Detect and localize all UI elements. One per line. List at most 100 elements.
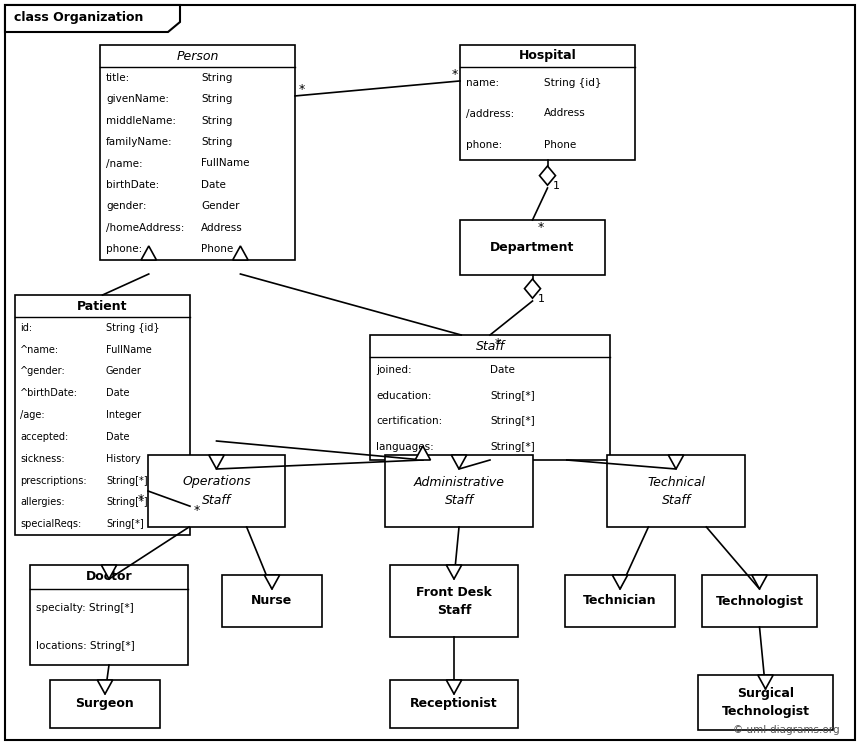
Text: sickness:: sickness: [20, 453, 64, 464]
Polygon shape [209, 455, 224, 469]
Text: *: * [452, 69, 458, 81]
Bar [565, 575, 675, 627]
Bar [702, 575, 817, 627]
Text: class Organization: class Organization [14, 11, 144, 25]
Text: Date: Date [106, 432, 130, 442]
Text: locations: String[*]: locations: String[*] [36, 641, 135, 651]
Text: History: History [106, 453, 141, 464]
Text: Administrative: Administrative [414, 476, 505, 489]
Text: Phone: Phone [544, 140, 576, 149]
Text: Person: Person [176, 49, 218, 63]
Text: FullName: FullName [106, 344, 151, 355]
Text: Sring[*]: Sring[*] [106, 519, 144, 529]
Bar [148, 455, 285, 527]
Text: accepted:: accepted: [20, 432, 68, 442]
Text: *: * [138, 492, 144, 506]
Text: ^birthDate:: ^birthDate: [20, 388, 78, 398]
Polygon shape [415, 446, 431, 460]
Text: middleName:: middleName: [106, 116, 176, 125]
Bar [370, 335, 610, 460]
Text: Technician: Technician [583, 595, 657, 607]
Text: Address: Address [201, 223, 243, 233]
Text: /address:: /address: [466, 108, 514, 119]
Text: Nurse: Nurse [251, 595, 292, 607]
Text: education:: education: [376, 391, 432, 400]
Polygon shape [452, 455, 467, 469]
Text: String: String [201, 116, 233, 125]
Text: String[*]: String[*] [490, 416, 535, 427]
Bar [385, 455, 533, 527]
Text: Operations: Operations [182, 476, 251, 489]
Text: joined:: joined: [376, 365, 412, 375]
Text: *: * [194, 503, 200, 517]
Text: Staff: Staff [202, 494, 231, 506]
Polygon shape [141, 246, 157, 260]
Text: Doctor: Doctor [86, 571, 132, 583]
Text: name:: name: [466, 78, 499, 87]
Text: prescriptions:: prescriptions: [20, 476, 87, 486]
Bar [390, 565, 518, 637]
Text: String[*]: String[*] [490, 391, 535, 400]
Text: Surgical: Surgical [737, 687, 794, 700]
Polygon shape [446, 565, 462, 579]
Polygon shape [539, 166, 556, 185]
Text: Hospital: Hospital [519, 49, 576, 63]
Bar [50, 680, 160, 728]
Text: Technologist: Technologist [722, 705, 809, 718]
Text: ^gender:: ^gender: [20, 367, 65, 376]
Text: Receptionist: Receptionist [410, 698, 498, 710]
Polygon shape [668, 455, 684, 469]
Bar [607, 455, 745, 527]
Text: *: * [299, 84, 305, 96]
Text: /name:: /name: [106, 158, 143, 169]
Text: String[*]: String[*] [106, 476, 148, 486]
Text: FullName: FullName [201, 158, 250, 169]
Text: Patient: Patient [77, 300, 128, 312]
Text: String[*]: String[*] [106, 498, 148, 507]
Polygon shape [101, 565, 117, 579]
Text: *: * [495, 336, 501, 350]
Polygon shape [752, 575, 767, 589]
Text: Phone: Phone [201, 244, 234, 254]
Polygon shape [233, 246, 248, 260]
Text: Surgeon: Surgeon [76, 698, 134, 710]
Text: id:: id: [20, 323, 32, 333]
Text: String: String [201, 94, 233, 104]
Text: Gender: Gender [106, 367, 142, 376]
Text: String: String [201, 137, 233, 147]
Bar [222, 575, 322, 627]
Text: familyName:: familyName: [106, 137, 173, 147]
Text: givenName:: givenName: [106, 94, 169, 104]
Text: Gender: Gender [201, 202, 240, 211]
Text: String {id}: String {id} [544, 78, 601, 87]
Text: certification:: certification: [376, 416, 442, 427]
Text: /homeAddress:: /homeAddress: [106, 223, 184, 233]
Text: Staff: Staff [476, 339, 505, 353]
Polygon shape [758, 675, 773, 689]
Text: Date: Date [106, 388, 130, 398]
Text: String {id}: String {id} [106, 323, 160, 333]
Bar [460, 45, 635, 160]
Text: *: * [538, 222, 544, 235]
Text: phone:: phone: [466, 140, 502, 149]
Polygon shape [97, 680, 113, 694]
Text: 1: 1 [538, 294, 544, 304]
Text: phone:: phone: [106, 244, 142, 254]
Text: languages:: languages: [376, 442, 433, 452]
Bar [390, 680, 518, 728]
Text: Department: Department [490, 241, 574, 254]
Text: title:: title: [106, 72, 130, 83]
Text: Staff: Staff [445, 494, 474, 506]
Bar [460, 220, 605, 275]
Bar [100, 45, 295, 260]
Text: Technologist: Technologist [716, 595, 803, 607]
Text: /age:: /age: [20, 410, 45, 420]
Text: 1: 1 [552, 181, 560, 191]
Bar [15, 295, 190, 535]
Polygon shape [612, 575, 628, 589]
Text: Technical: Technical [647, 476, 705, 489]
Text: String[*]: String[*] [490, 442, 535, 452]
Polygon shape [446, 680, 462, 694]
Polygon shape [5, 5, 180, 32]
Text: Date: Date [490, 365, 515, 375]
